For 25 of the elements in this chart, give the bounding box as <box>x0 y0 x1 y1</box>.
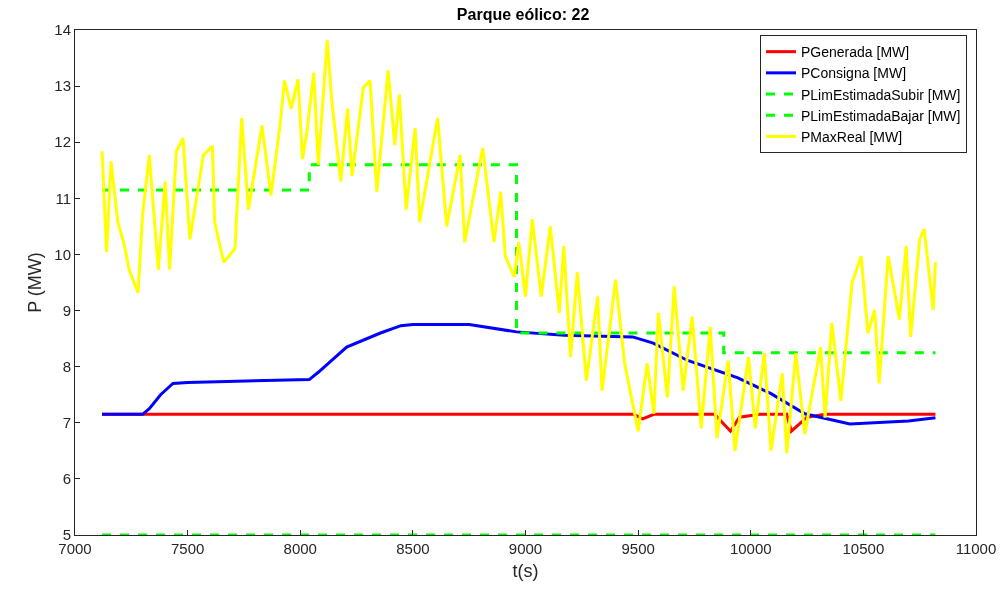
chart-title: Parque eólico: 22 <box>456 6 590 24</box>
y-tick-label: 8 <box>62 357 71 375</box>
x-axis-title: t(s) <box>512 561 539 582</box>
x-tick-label: 8000 <box>283 540 317 557</box>
y-tick-label: 13 <box>54 77 71 95</box>
y-axis-title: P (MW) <box>24 252 45 313</box>
x-tick-label: 10500 <box>842 540 885 557</box>
legend-label: PLimEstimadaBajar [MW] <box>800 107 961 124</box>
x-tick-label: 9000 <box>508 540 543 557</box>
y-tick-label: 12 <box>54 133 71 151</box>
y-tick-label: 7 <box>62 414 71 432</box>
x-tick-label: 7500 <box>170 540 205 557</box>
y-tick-label: 11 <box>55 189 71 207</box>
y-tick-label: 6 <box>62 470 71 488</box>
legend-label: PGenerada [MW] <box>800 44 910 61</box>
y-tick-label: 14 <box>54 21 71 39</box>
x-tick-label: 11000 <box>955 540 997 557</box>
x-tick-label: 9500 <box>621 540 655 557</box>
x-tick-label: 10000 <box>729 540 772 557</box>
legend-label: PConsigna [MW] <box>800 65 907 82</box>
legend-label: PMaxReal [MW] <box>800 128 903 145</box>
legend-label: PLimEstimadaSubir [MW] <box>800 86 961 103</box>
x-tick-label: 8500 <box>396 540 430 557</box>
y-tick-label: 9 <box>62 301 71 319</box>
y-tick-label: 10 <box>54 245 71 263</box>
